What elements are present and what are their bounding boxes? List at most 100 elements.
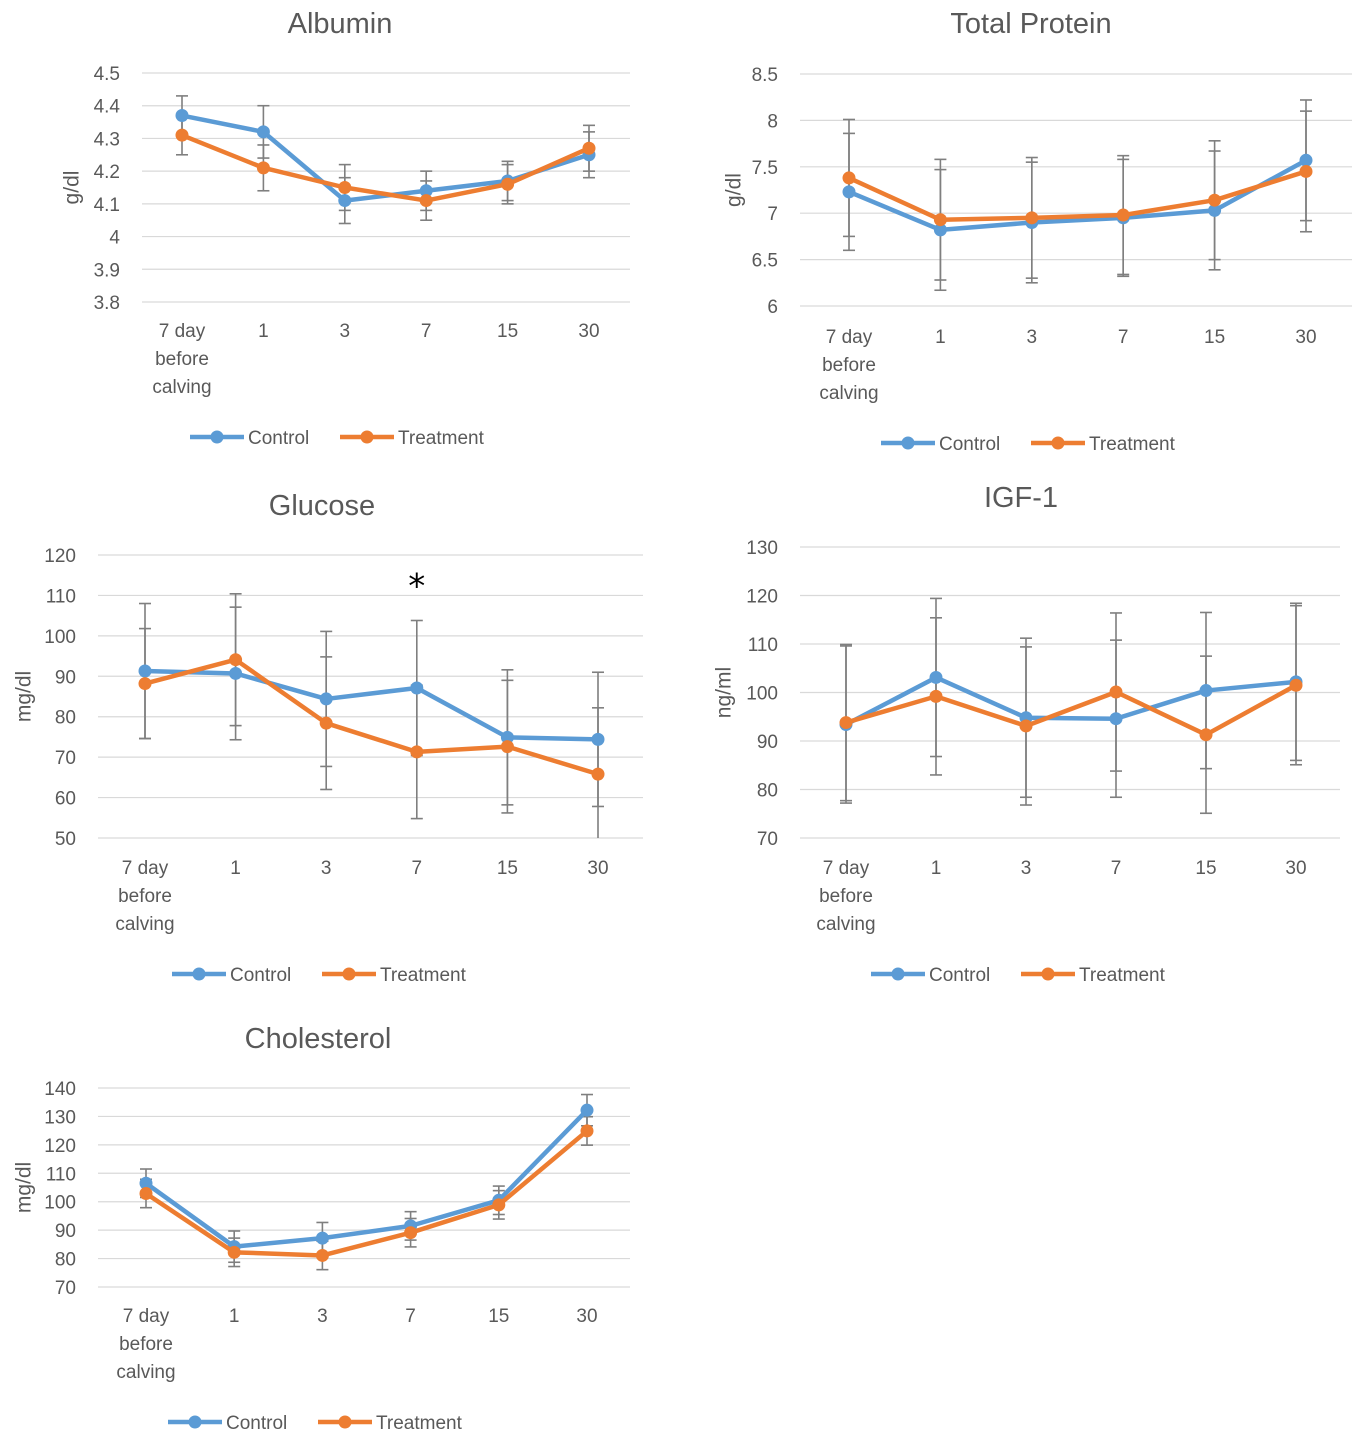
series-line-treatment (144, 1129, 589, 1258)
series-line-treatment (845, 683, 1298, 737)
legend-label: Treatment (1079, 965, 1166, 986)
y-tick-label: 120 (44, 546, 76, 567)
data-point-control (580, 1103, 594, 1117)
x-tick-label: 7 day before calving (115, 858, 174, 935)
y-tick-label: 110 (46, 586, 76, 607)
legend-control: Control (881, 434, 1000, 455)
y-tick-label: 70 (55, 748, 76, 769)
data-point-control (933, 223, 947, 237)
y-tick-label: 3.8 (94, 293, 120, 314)
legend-treatment: Treatment (1021, 965, 1166, 986)
x-tick-label: 15 (1195, 858, 1216, 879)
x-tick-label: 15 (1204, 327, 1225, 348)
y-tick-label: 7.5 (752, 158, 778, 179)
series-line-control (844, 675, 1297, 727)
y-tick-label: 4.3 (94, 129, 120, 150)
legend-treatment: Treatment (1031, 434, 1176, 455)
y-tick-label: 110 (46, 1164, 76, 1185)
y-tick-label: 4.5 (94, 64, 120, 85)
data-point-control (929, 670, 943, 684)
x-tick-label: 1 (931, 858, 942, 879)
data-point-treatment (1208, 193, 1222, 207)
data-point-treatment (1199, 728, 1213, 742)
y-tick-label: 80 (757, 781, 778, 802)
data-point-treatment (1289, 678, 1303, 692)
data-point-control (419, 184, 433, 198)
data-point-control (138, 664, 152, 678)
y-tick-label: 70 (55, 1278, 76, 1299)
y-tick-label: 130 (44, 1107, 76, 1128)
series-line-treatment (144, 657, 599, 777)
data-point-treatment (929, 689, 943, 703)
legend-label: Control (248, 428, 309, 449)
y-tick-label: 4.1 (94, 195, 120, 216)
data-point-treatment (501, 177, 515, 191)
x-tick-label: 7 (405, 1306, 416, 1327)
data-point-treatment (842, 171, 856, 185)
data-point-treatment (319, 716, 333, 730)
data-point-treatment (582, 141, 596, 155)
legend-label: Treatment (380, 965, 467, 986)
legend-label: Control (929, 965, 990, 986)
y-tick-label: 6.5 (752, 251, 778, 272)
legend-treatment: Treatment (340, 428, 485, 449)
data-point-treatment (229, 653, 243, 667)
chart-1: 6 6.5 7 7.5 8 8.5 Total Protein g/dl 7 day before… (723, 8, 1352, 455)
chart-title: Glucose (269, 490, 375, 522)
x-tick-label: 7 (412, 858, 423, 879)
data-point-control (139, 1176, 153, 1190)
x-tick-label: 7 day before calving (152, 321, 211, 398)
data-point-treatment (500, 740, 514, 754)
chart-title: Total Protein (950, 8, 1111, 40)
legend-marker (1041, 967, 1055, 981)
legend-marker (338, 1415, 352, 1429)
y-axis-label: ng/ml (713, 667, 736, 718)
y-tick-label: 4 (109, 228, 120, 249)
x-tick-label: 7 (1118, 327, 1129, 348)
x-tick-label: 30 (1295, 327, 1316, 348)
y-tick-label: 6 (767, 297, 778, 318)
y-tick-label: 80 (55, 708, 76, 729)
y-tick-label: 60 (55, 789, 76, 810)
legend-marker (188, 1415, 202, 1429)
x-tick-label: 3 (1021, 858, 1032, 879)
y-tick-label: 90 (55, 1221, 76, 1242)
data-point-treatment (227, 1245, 241, 1259)
data-point-treatment (139, 1186, 153, 1200)
legend-label: Treatment (1089, 434, 1176, 455)
y-axis-label: mg/dl (13, 671, 36, 722)
data-point-control (319, 692, 333, 706)
series-line-treatment (848, 169, 1307, 222)
y-tick-label: 110 (748, 635, 778, 656)
legend-label: Treatment (376, 1413, 463, 1432)
x-tick-label: 15 (497, 321, 518, 342)
chart-title: IGF-1 (984, 482, 1058, 514)
significance-marker: * (408, 566, 425, 606)
data-point-control (1208, 203, 1222, 217)
x-tick-label: 7 (421, 321, 432, 342)
data-point-control (591, 732, 605, 746)
y-tick-label: 70 (757, 829, 778, 850)
y-tick-label: 90 (757, 732, 778, 753)
data-point-control (338, 194, 352, 208)
data-point-control (315, 1231, 329, 1245)
legend-treatment: Treatment (322, 965, 467, 986)
legend-marker (192, 967, 206, 981)
data-point-control (410, 681, 424, 695)
y-tick-label: 120 (44, 1136, 76, 1157)
legend-marker (1051, 436, 1065, 450)
x-tick-label: 1 (229, 1306, 240, 1327)
legend-control: Control (190, 428, 309, 449)
y-tick-label: 8.5 (752, 65, 778, 86)
x-tick-label: 7 day before calving (116, 1306, 175, 1383)
data-point-treatment (492, 1198, 506, 1212)
data-point-control (1109, 712, 1123, 726)
x-tick-label: 15 (497, 858, 518, 879)
legend-control: Control (168, 1413, 287, 1432)
legend-marker (901, 436, 915, 450)
x-tick-label: 30 (578, 321, 599, 342)
data-point-treatment (404, 1226, 418, 1240)
